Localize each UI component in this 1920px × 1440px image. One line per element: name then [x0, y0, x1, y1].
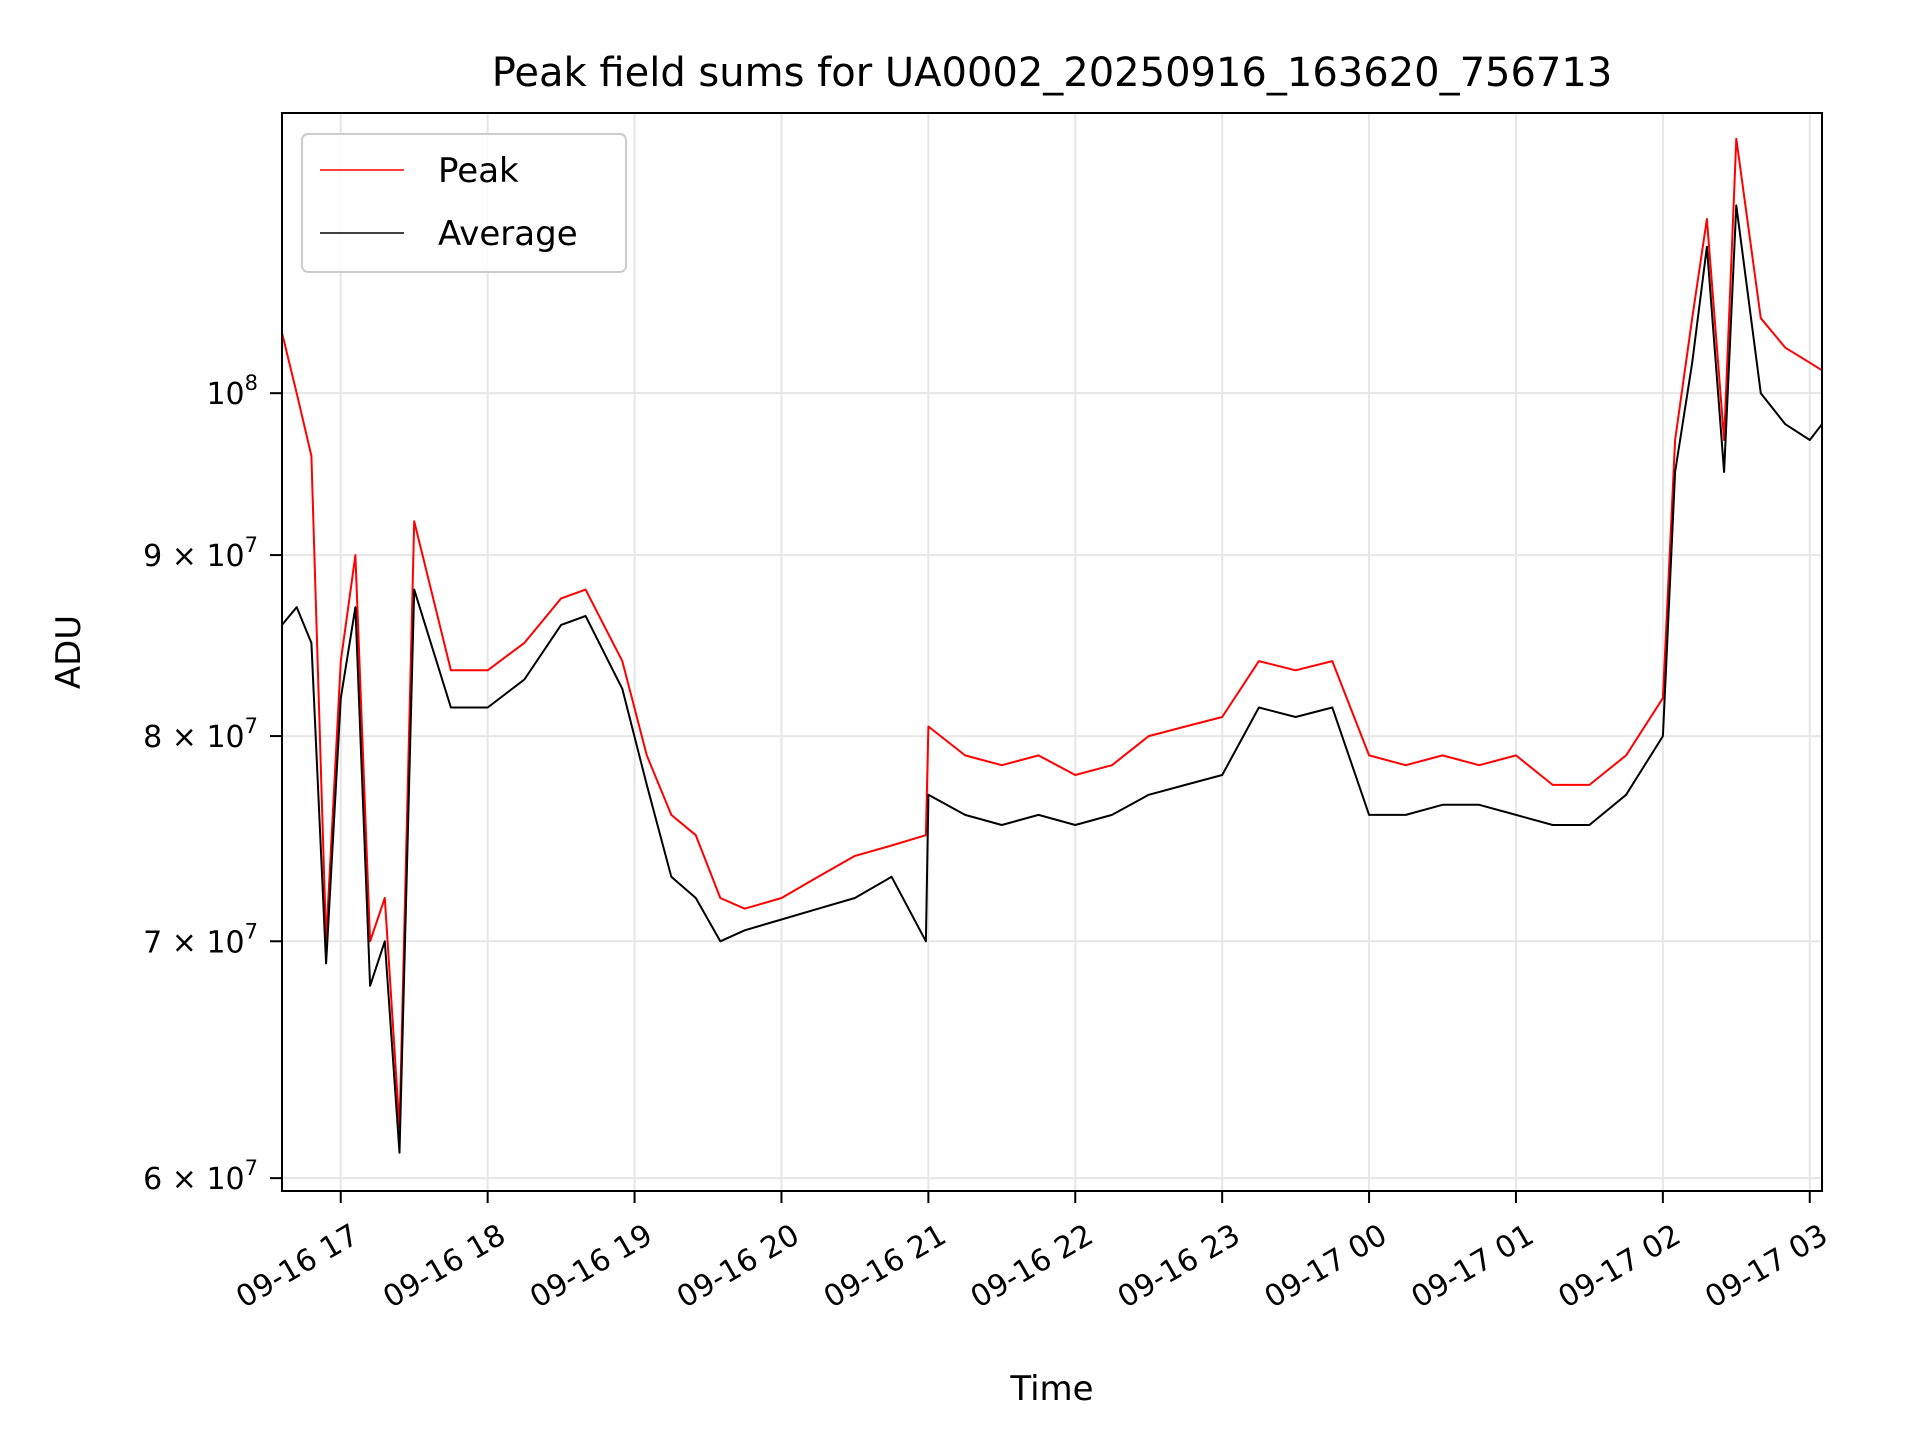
- y-tick-times: × 10: [162, 925, 244, 960]
- series-line-peak: [281, 137, 1823, 1129]
- y-tick-times: × 10: [162, 539, 244, 574]
- y-tick-times: × 10: [162, 1162, 244, 1197]
- series-line-average: [281, 204, 1823, 1154]
- y-tick-exponent: 7: [245, 714, 258, 738]
- y-tick-label: 8 × 107: [143, 714, 258, 755]
- y-tick-base: 6: [143, 1162, 162, 1197]
- y-tick-base: 7: [143, 925, 162, 960]
- plot-area: [282, 113, 1822, 1191]
- y-tick-label: 9 × 107: [143, 533, 258, 574]
- y-tick-base: 8: [143, 720, 162, 755]
- y-tick-exponent: 8: [245, 371, 258, 395]
- y-tick-label: 6 × 107: [143, 1156, 258, 1197]
- legend: Peak Average: [301, 133, 627, 273]
- y-tick-label: 7 × 107: [143, 919, 258, 960]
- y-tick-exponent: 7: [245, 1156, 258, 1180]
- y-tick-ten: 10: [206, 377, 244, 412]
- legend-label-peak: Peak: [438, 151, 519, 191]
- legend-box: [301, 133, 627, 273]
- legend-label-average: Average: [438, 214, 578, 254]
- chart-title: Peak field sums for UA0002_20250916_1636…: [492, 50, 1613, 96]
- y-tick-times: × 10: [162, 720, 244, 755]
- y-tick-exponent: 7: [245, 533, 258, 557]
- y-tick-label: 108: [206, 371, 258, 412]
- y-axis-label: ADU: [49, 615, 89, 689]
- x-axis-label: Time: [1009, 1369, 1093, 1409]
- y-tick-base: 9: [143, 539, 162, 574]
- y-tick-exponent: 7: [245, 919, 258, 943]
- plot-frame: [281, 112, 1823, 1192]
- series-layer: [281, 137, 1823, 1154]
- grid: [282, 113, 1822, 1191]
